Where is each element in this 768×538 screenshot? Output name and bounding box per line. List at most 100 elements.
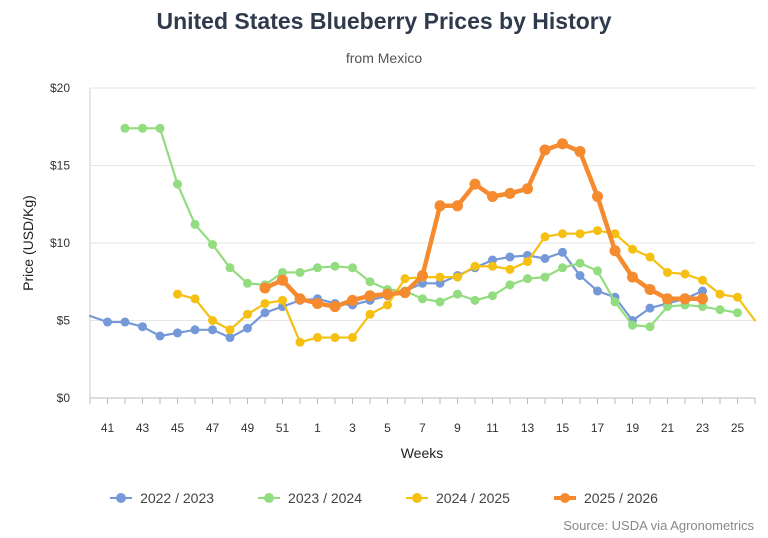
data-point[interactable] (418, 294, 427, 304)
data-point[interactable] (365, 309, 375, 319)
data-point[interactable] (575, 258, 585, 268)
data-point[interactable] (539, 144, 551, 156)
data-point[interactable] (312, 297, 323, 309)
data-point[interactable] (522, 183, 533, 195)
data-point[interactable] (329, 301, 341, 313)
data-point[interactable] (697, 293, 708, 305)
data-point[interactable] (295, 267, 305, 277)
data-point[interactable] (190, 325, 200, 335)
data-point[interactable] (574, 146, 586, 158)
data-point[interactable] (120, 123, 130, 133)
data-point[interactable] (260, 308, 270, 318)
data-point[interactable] (488, 291, 497, 301)
data-point[interactable] (505, 280, 515, 290)
data-point[interactable] (190, 219, 200, 229)
data-point[interactable] (470, 295, 480, 305)
data-point[interactable] (610, 297, 620, 307)
data-point[interactable] (593, 286, 602, 296)
data-point[interactable] (435, 272, 445, 282)
data-point[interactable] (259, 282, 271, 294)
data-point[interactable] (575, 229, 585, 239)
data-point[interactable] (418, 278, 427, 288)
data-point[interactable] (260, 298, 270, 308)
data-point[interactable] (348, 263, 357, 273)
data-point[interactable] (698, 302, 707, 312)
data-point[interactable] (593, 266, 602, 276)
legend-item-2023-2024[interactable]: 2023 / 2024 (258, 490, 362, 506)
data-point[interactable] (190, 294, 200, 304)
data-point[interactable] (505, 264, 515, 274)
data-point[interactable] (173, 179, 182, 189)
data-point[interactable] (417, 270, 428, 282)
data-point[interactable] (733, 308, 742, 318)
data-point[interactable] (558, 263, 567, 273)
data-point[interactable] (155, 331, 165, 341)
data-point[interactable] (540, 232, 550, 242)
data-point[interactable] (382, 288, 393, 300)
data-point[interactable] (540, 254, 550, 263)
data-point[interactable] (644, 284, 656, 295)
data-point[interactable] (173, 328, 182, 338)
data-point[interactable] (488, 261, 497, 271)
data-point[interactable] (330, 333, 340, 343)
data-point[interactable] (645, 252, 655, 262)
data-point[interactable] (313, 333, 322, 343)
data-point[interactable] (610, 229, 620, 239)
data-point[interactable] (505, 252, 515, 262)
data-point[interactable] (278, 267, 287, 277)
data-point[interactable] (662, 293, 673, 305)
data-point[interactable] (523, 274, 532, 284)
legend-item-2022-2023[interactable]: 2022 / 2023 (110, 490, 214, 506)
data-point[interactable] (628, 320, 637, 330)
data-point[interactable] (645, 303, 655, 313)
data-point[interactable] (278, 295, 287, 305)
data-point[interactable] (243, 278, 252, 288)
data-point[interactable] (698, 275, 707, 285)
data-point[interactable] (173, 289, 182, 299)
data-point[interactable] (208, 325, 217, 335)
data-point[interactable] (225, 333, 235, 343)
data-point[interactable] (277, 274, 288, 286)
data-point[interactable] (575, 271, 585, 281)
data-point[interactable] (383, 300, 392, 310)
data-point[interactable] (243, 323, 252, 333)
data-point[interactable] (698, 286, 707, 296)
data-point[interactable] (138, 322, 147, 332)
data-point[interactable] (453, 272, 462, 282)
data-point[interactable] (120, 317, 130, 327)
data-point[interactable] (557, 138, 568, 150)
data-point[interactable] (435, 297, 445, 307)
data-point[interactable] (715, 289, 725, 299)
data-point[interactable] (365, 277, 375, 287)
data-point[interactable] (558, 247, 567, 257)
data-point[interactable] (434, 200, 446, 212)
data-point[interactable] (364, 290, 376, 302)
data-point[interactable] (627, 271, 638, 283)
data-point[interactable] (330, 261, 340, 271)
data-point[interactable] (715, 305, 725, 315)
data-point[interactable] (504, 187, 516, 199)
data-point[interactable] (225, 325, 235, 335)
data-point[interactable] (470, 261, 480, 271)
data-point[interactable] (225, 263, 235, 273)
data-point[interactable] (208, 240, 217, 250)
data-point[interactable] (400, 274, 410, 284)
data-point[interactable] (663, 302, 672, 312)
data-point[interactable] (453, 289, 462, 299)
data-point[interactable] (347, 294, 358, 306)
legend-item-2025-2026[interactable]: 2025 / 2026 (553, 490, 658, 506)
data-point[interactable] (592, 191, 603, 202)
data-point[interactable] (243, 309, 252, 319)
data-point[interactable] (435, 278, 445, 288)
data-point[interactable] (663, 267, 672, 277)
data-point[interactable] (733, 292, 742, 302)
data-point[interactable] (348, 333, 357, 343)
data-point[interactable] (294, 293, 306, 305)
data-point[interactable] (103, 317, 112, 327)
data-point[interactable] (680, 269, 690, 279)
data-point[interactable] (399, 287, 411, 299)
data-point[interactable] (452, 200, 463, 212)
data-point[interactable] (540, 272, 550, 282)
data-point[interactable] (593, 226, 602, 236)
data-point[interactable] (558, 229, 567, 239)
